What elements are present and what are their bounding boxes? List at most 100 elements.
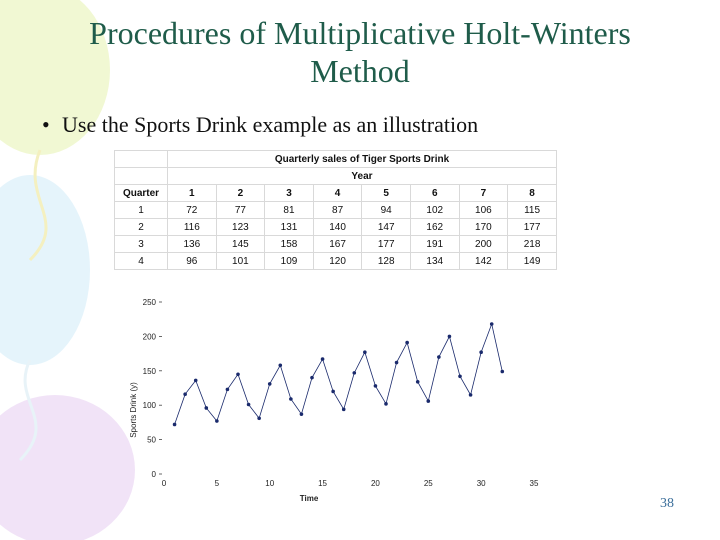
data-point xyxy=(415,380,420,384)
value-cell: 109 xyxy=(264,252,314,270)
data-point xyxy=(172,422,177,427)
value-cell: 106 xyxy=(458,201,509,219)
value-cell: 81 xyxy=(264,201,314,219)
data-point xyxy=(437,355,441,359)
year-header: 7 xyxy=(458,184,509,202)
value-cell: 149 xyxy=(507,252,557,270)
x-axis-label: Time xyxy=(300,494,319,503)
value-cell: 158 xyxy=(264,235,314,253)
quarter-cell: 4 xyxy=(114,252,168,270)
table-row: 1 72 77 81 87 94 102 106 115 xyxy=(114,201,557,219)
x-tick-label: 10 xyxy=(265,479,274,488)
year-header: 8 xyxy=(507,184,557,202)
data-point xyxy=(352,371,357,375)
value-cell: 170 xyxy=(458,218,509,236)
data-point xyxy=(479,350,483,355)
value-cell: 177 xyxy=(361,235,411,253)
data-point xyxy=(458,374,462,379)
quarter-cell: 1 xyxy=(114,201,168,219)
data-point xyxy=(267,382,272,386)
data-point xyxy=(193,378,198,383)
slide-title-line1: Procedures of Multiplicative Holt-Winter… xyxy=(89,15,631,51)
data-point xyxy=(278,363,283,368)
value-cell: 167 xyxy=(312,235,363,253)
year-header: 4 xyxy=(312,184,363,202)
data-point xyxy=(320,357,325,361)
year-header: 2 xyxy=(215,184,266,202)
value-cell: 131 xyxy=(264,218,314,236)
value-cell: 77 xyxy=(215,201,266,219)
y-tick-label: 100 xyxy=(143,401,157,410)
data-point xyxy=(289,397,293,401)
y-tick-label: 0 xyxy=(152,470,157,479)
value-cell: 120 xyxy=(312,252,363,270)
series-line xyxy=(174,322,503,425)
table-row: 3 136 145 158 167 177 191 200 218 xyxy=(114,235,557,253)
bullet-text: Use the Sports Drink example as an illus… xyxy=(62,112,479,137)
data-point xyxy=(405,340,409,345)
quarter-header: Quarter xyxy=(114,184,168,202)
year-header: 3 xyxy=(264,184,314,202)
value-cell: 191 xyxy=(409,235,460,253)
value-cell: 87 xyxy=(312,201,363,219)
value-cell: 200 xyxy=(458,235,509,253)
year-header: 1 xyxy=(167,184,217,202)
sales-line-chart: 0 50 100 150 200 250 0 5 10 15 20 25 30 35 Time Sports … xyxy=(129,298,539,503)
data-point xyxy=(373,384,378,388)
y-tick-label: 200 xyxy=(143,332,157,341)
data-point xyxy=(500,369,505,374)
value-cell: 162 xyxy=(409,218,460,236)
value-cell: 134 xyxy=(409,252,460,270)
x-tick-label: 0 xyxy=(162,479,167,488)
data-point xyxy=(341,407,346,412)
x-tick-label: 30 xyxy=(477,479,486,488)
data-point xyxy=(426,399,431,403)
value-cell: 101 xyxy=(215,252,266,270)
y-tick-label: 150 xyxy=(143,367,157,376)
sales-table: Quarterly sales of Tiger Sports Drink Ye… xyxy=(114,150,557,270)
value-cell: 142 xyxy=(458,252,509,270)
value-cell: 145 xyxy=(215,235,266,253)
x-tick-label: 35 xyxy=(530,479,539,488)
data-point xyxy=(183,392,187,396)
x-tick-label: 20 xyxy=(371,479,380,488)
data-point xyxy=(236,372,240,377)
table-corner-cell xyxy=(114,167,168,185)
year-header: 5 xyxy=(361,184,411,202)
table-row: 4 96 101 109 120 128 134 142 149 xyxy=(114,252,557,270)
quarter-cell: 3 xyxy=(114,235,168,253)
x-tick-label: 25 xyxy=(424,479,433,488)
value-cell: 136 xyxy=(167,235,217,253)
data-point xyxy=(331,389,335,394)
y-axis-label: Sports Drink (y) xyxy=(129,382,138,438)
table-caption: Quarterly sales of Tiger Sports Drink xyxy=(167,150,557,168)
data-point xyxy=(257,416,261,421)
y-tick-label: 50 xyxy=(147,436,156,445)
value-cell: 218 xyxy=(507,235,557,253)
bullet-item: • Use the Sports Drink example as an illu… xyxy=(42,112,478,138)
slide-title: Procedures of Multiplicative Holt-Winter… xyxy=(20,14,700,90)
value-cell: 128 xyxy=(361,252,411,270)
bullet-dot-icon: • xyxy=(42,112,50,137)
data-point xyxy=(225,387,230,392)
page-number: 38 xyxy=(660,496,674,511)
data-point xyxy=(489,322,494,326)
value-cell: 177 xyxy=(507,218,557,236)
value-cell: 115 xyxy=(507,201,557,219)
x-tick-label: 15 xyxy=(318,479,327,488)
quarter-cell: 2 xyxy=(114,218,168,236)
table-group-header: Year xyxy=(167,167,557,185)
data-point xyxy=(468,393,473,397)
data-point xyxy=(215,419,219,423)
y-tick-label: 250 xyxy=(143,298,157,307)
data-point xyxy=(204,406,209,410)
data-point xyxy=(363,350,367,355)
data-point xyxy=(384,402,388,406)
slide-title-line2: Method xyxy=(310,53,410,89)
value-cell: 123 xyxy=(215,218,266,236)
value-cell: 94 xyxy=(361,201,411,219)
value-cell: 102 xyxy=(409,201,460,219)
table-corner-cell xyxy=(114,150,168,168)
table-header-row: Quarter 1 2 3 4 5 6 7 8 xyxy=(114,184,557,202)
data-point xyxy=(394,360,399,365)
